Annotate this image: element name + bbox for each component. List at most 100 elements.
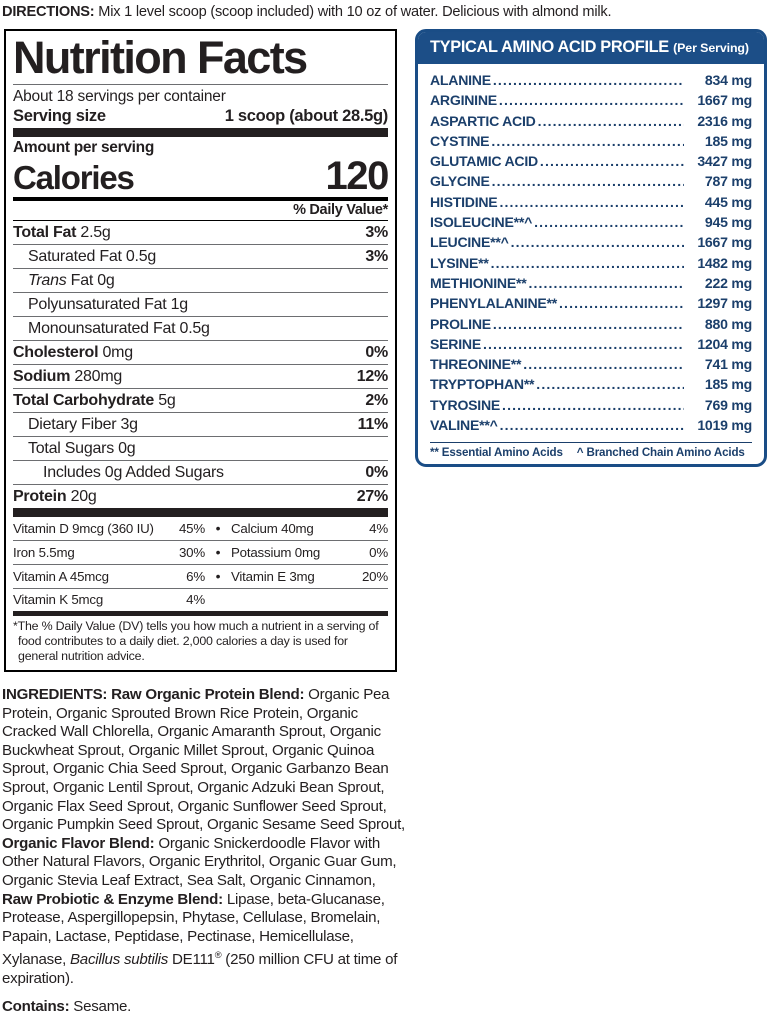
registered-mark: ® bbox=[214, 950, 222, 961]
amino-acid-panel: TYPICAL AMINO ACID PROFILE (Per Serving)… bbox=[415, 29, 767, 468]
dot-leader: ........................................… bbox=[528, 274, 684, 291]
bullet-icon: • bbox=[215, 544, 221, 560]
amino-acid-value: 1297 mg bbox=[697, 295, 752, 312]
amino-acid-name: HISTIDINE bbox=[430, 193, 498, 210]
contains-value: Sesame. bbox=[69, 997, 132, 1015]
vitamin-right-name: Potassium 0mg bbox=[231, 545, 321, 560]
amino-acid-value: 2316 mg bbox=[697, 112, 752, 129]
contains-paragraph: Contains: Sesame. bbox=[2, 998, 406, 1017]
amino-acid-row: GLUTAMIC ACID...........................… bbox=[430, 151, 752, 171]
dot-leader: ........................................… bbox=[490, 254, 684, 271]
amino-acid-value: 741 mg bbox=[704, 356, 752, 373]
amino-acid-name: ARGININE bbox=[430, 92, 497, 109]
ingredients-body-4: DE111 bbox=[168, 951, 215, 969]
ingredients-body-5: (250 million CFU at time of expiration). bbox=[2, 951, 398, 987]
amino-acid-name: PHENYLALANINE** bbox=[430, 295, 558, 312]
amino-acid-value: 1667 mg bbox=[697, 234, 752, 251]
amino-acid-value: 185 mg bbox=[704, 376, 752, 393]
dot-leader: ........................................… bbox=[523, 356, 684, 373]
nutrient-name: Dietary Fiber 3g bbox=[28, 416, 138, 433]
amino-acid-row: CYSTINE.................................… bbox=[430, 131, 752, 151]
daily-value-header: % Daily Value* bbox=[293, 202, 388, 218]
amino-acid-value: 787 mg bbox=[704, 173, 752, 190]
dot-leader: ........................................… bbox=[482, 335, 684, 352]
calories-row: Calories 120 bbox=[13, 156, 389, 197]
amino-acid-name: LEUCINE**^ bbox=[430, 234, 509, 251]
vitamin-section: Vitamin D 9mcg (360 IU) 45% • Calcium 40mg 4… bbox=[13, 508, 388, 611]
amino-acid-row: THREONINE**.............................… bbox=[430, 354, 752, 374]
nutrient-daily-value: 3% bbox=[365, 248, 388, 265]
nutrient-row: Protein 20g 27% bbox=[13, 484, 388, 508]
amino-acid-value: 1667 mg bbox=[697, 92, 752, 109]
amino-acid-row: ISOLEUCINE**^...........................… bbox=[430, 212, 752, 232]
amino-acid-row: ALANINE.................................… bbox=[430, 70, 752, 90]
bacillus-subtilis-text: Bacillus subtilis bbox=[69, 951, 169, 969]
amino-acid-row: TRYPTOPHAN**............................… bbox=[430, 374, 752, 394]
vitamin-left-name: Vitamin A 45mcg bbox=[13, 569, 109, 584]
serving-divider-thick bbox=[13, 128, 388, 137]
dot-leader: ........................................… bbox=[491, 132, 684, 149]
serving-size-value: 1 scoop (about 28.5g) bbox=[224, 107, 389, 125]
vitamin-row: Vitamin A 45mcg 6% • Vitamin E 3mg 20% bbox=[13, 565, 388, 589]
amino-acid-row: HISTIDINE...............................… bbox=[430, 192, 752, 212]
dot-leader: ........................................… bbox=[502, 396, 684, 413]
ingredients-body-2: Organic Snickerdoodle Flavor with Other … bbox=[2, 834, 397, 889]
vitamin-right-name: Calcium 40mg bbox=[231, 521, 314, 536]
amino-acid-value: 445 mg bbox=[704, 193, 752, 210]
vitamin-left-name: Vitamin K 5mcg bbox=[13, 592, 104, 607]
nutrient-name: Includes 0g Added Sugars bbox=[43, 464, 224, 481]
nutrition-facts-title: Nutrition Facts bbox=[13, 32, 308, 83]
nutrient-row: Sodium 280mg 12% bbox=[13, 364, 388, 388]
dot-leader: ........................................… bbox=[510, 234, 684, 251]
dot-leader: ........................................… bbox=[534, 214, 684, 231]
amino-acid-row: METHIONINE**............................… bbox=[430, 273, 752, 293]
nutrient-row: Total Carbohydrate 5g 2% bbox=[13, 388, 388, 412]
amino-acid-value: 185 mg bbox=[704, 132, 752, 149]
essential-amino-note: ** Essential Amino Acids bbox=[430, 446, 563, 460]
amino-acid-name: GLUTAMIC ACID bbox=[430, 153, 538, 170]
dot-leader: ........................................… bbox=[499, 193, 684, 210]
nutrient-daily-value: 0% bbox=[365, 464, 388, 481]
bullet-icon: • bbox=[215, 520, 221, 536]
amino-acid-row: PHENYLALANINE**.........................… bbox=[430, 293, 752, 313]
vitamin-right-name: Vitamin E 3mg bbox=[231, 569, 315, 584]
amino-acid-value: 880 mg bbox=[704, 315, 752, 332]
bcaa-note: ^ Branched Chain Amino Acids bbox=[576, 446, 745, 460]
amino-acid-row: LYSINE**................................… bbox=[430, 253, 752, 273]
amino-acid-value: 3427 mg bbox=[697, 153, 752, 170]
amino-acid-row: VALINE**^...............................… bbox=[430, 415, 752, 435]
amino-acid-name: LYSINE** bbox=[430, 254, 489, 271]
amino-acid-row: ASPARTIC ACID...........................… bbox=[430, 111, 752, 131]
dot-leader: ........................................… bbox=[498, 92, 684, 109]
ingredients-body-1: Organic Pea Protein, Organic Sprouted Br… bbox=[2, 686, 405, 834]
nutrient-row: Includes 0g Added Sugars 0% bbox=[13, 460, 388, 484]
nutrient-row: Total Sugars 0g bbox=[13, 436, 388, 460]
amount-per-serving-label: Amount per serving bbox=[13, 139, 155, 156]
dot-leader: ........................................… bbox=[491, 173, 684, 190]
vitamin-rows: Vitamin D 9mcg (360 IU) 45% • Calcium 40mg 4… bbox=[13, 517, 388, 611]
dot-leader: ........................................… bbox=[539, 153, 684, 170]
amino-acid-name: SERINE bbox=[430, 335, 481, 352]
nutrient-name: Total Sugars 0g bbox=[28, 440, 136, 457]
nutrient-row: Monounsaturated Fat 0.5g bbox=[13, 316, 388, 340]
dot-leader: ........................................… bbox=[559, 295, 684, 312]
daily-value-footnote: *The % Daily Value (DV) tells you how mu… bbox=[13, 611, 388, 666]
nutrient-daily-value: 12% bbox=[356, 368, 389, 385]
vitamin-left-percent: 45% bbox=[178, 521, 205, 536]
amino-acid-name: TRYPTOPHAN** bbox=[430, 376, 535, 393]
amino-acid-rows: ALANINE.................................… bbox=[418, 64, 764, 439]
vitamin-left-percent: 4% bbox=[186, 592, 205, 607]
nutrient-row: Trans Fat 0g bbox=[13, 268, 388, 292]
title-divider bbox=[13, 84, 388, 85]
dot-leader: ........................................… bbox=[499, 417, 684, 434]
amino-acid-value: 222 mg bbox=[704, 274, 752, 291]
ingredients-heading: INGREDIENTS: Raw Organic Protein Blend: bbox=[2, 686, 305, 703]
nutrient-row: Polyunsaturated Fat 1g bbox=[13, 292, 388, 316]
amino-acid-header: TYPICAL AMINO ACID PROFILE (Per Serving) bbox=[418, 32, 764, 64]
nutrient-daily-value: 11% bbox=[357, 416, 389, 433]
amino-acid-row: ARGININE................................… bbox=[430, 90, 752, 110]
ingredients-paragraph: INGREDIENTS: Raw Organic Protein Blend: … bbox=[2, 686, 406, 989]
probiotic-blend-label: Raw Probiotic & Enzyme Blend: bbox=[2, 890, 223, 908]
amino-acid-value: 1019 mg bbox=[697, 417, 752, 434]
